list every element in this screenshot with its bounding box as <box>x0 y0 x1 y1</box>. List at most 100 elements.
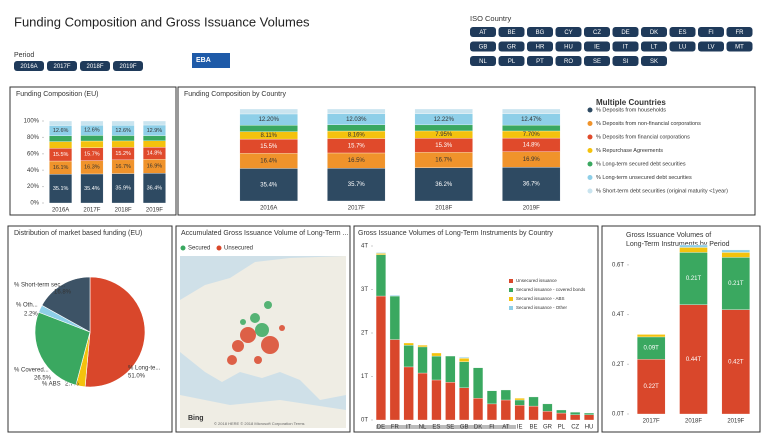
country-button[interactable] <box>527 27 553 37</box>
country-button[interactable] <box>470 27 496 37</box>
bar-segment <box>584 414 595 421</box>
legend-marker <box>587 175 593 180</box>
country-button[interactable] <box>669 27 696 37</box>
country-button[interactable] <box>584 56 610 66</box>
bar-segment <box>502 124 561 132</box>
x-tick-label: 2019F <box>523 206 540 212</box>
country-button-label[interactable]: LU <box>679 45 687 51</box>
country-button[interactable] <box>612 27 639 37</box>
country-button[interactable] <box>612 41 639 52</box>
pie-slice <box>41 276 91 333</box>
country-button-label[interactable]: HR <box>536 45 545 51</box>
logo <box>192 53 230 68</box>
country-button[interactable] <box>555 27 582 37</box>
legend-label: % Long-term unsecured debt securities <box>596 175 692 181</box>
scrollbar[interactable] <box>376 425 516 429</box>
bar-segment <box>637 334 666 338</box>
country-button-label[interactable]: PT <box>536 59 544 65</box>
country-button[interactable] <box>641 41 667 52</box>
bar-segment <box>445 355 456 383</box>
country-button-label[interactable]: RO <box>564 59 573 65</box>
legend-label: % Repurchase Agreements <box>596 148 663 154</box>
country-button[interactable] <box>470 56 496 66</box>
bar-segment <box>514 398 525 401</box>
legend-label: % Deposits from households <box>596 107 666 113</box>
country-button[interactable] <box>498 27 525 37</box>
bar-segment <box>327 124 386 132</box>
country-button-label[interactable]: FR <box>736 30 745 36</box>
country-button-label[interactable]: GB <box>479 45 488 51</box>
country-button-label[interactable]: LT <box>651 45 658 51</box>
country-button[interactable] <box>641 56 667 66</box>
bar-segment <box>417 346 428 374</box>
country-button-label[interactable]: CY <box>564 30 572 36</box>
country-button-label[interactable]: SK <box>650 59 658 65</box>
period-button[interactable] <box>14 61 44 71</box>
legend-marker <box>509 279 513 283</box>
country-button[interactable] <box>669 41 696 52</box>
country-button-label[interactable]: HU <box>564 45 573 51</box>
country-button-label[interactable]: GR <box>507 45 517 51</box>
country-button-label[interactable]: AT <box>479 30 487 36</box>
period-button-label[interactable]: 2018F <box>86 64 103 70</box>
period-button[interactable] <box>47 61 77 71</box>
period-button[interactable] <box>80 61 110 71</box>
bar-segment <box>403 366 414 421</box>
country-button[interactable] <box>498 56 525 66</box>
country-button-label[interactable]: ES <box>678 30 686 36</box>
bar-segment <box>417 345 428 348</box>
country-button[interactable] <box>641 27 667 37</box>
country-button-label[interactable]: NL <box>479 59 487 65</box>
value-label: 8.16% <box>348 132 366 138</box>
map-bubble <box>279 325 285 331</box>
country-button[interactable] <box>555 41 582 52</box>
slice-value: 2.2% <box>24 312 38 318</box>
x-tick-label: 2019F <box>727 419 744 425</box>
country-button[interactable] <box>498 41 525 52</box>
country-button-label[interactable]: PL <box>508 59 516 65</box>
legend-marker <box>216 245 222 251</box>
country-button[interactable] <box>726 27 753 37</box>
value-label: 15.7% <box>348 143 366 149</box>
country-button-label[interactable]: IT <box>623 45 629 51</box>
country-button[interactable] <box>698 41 724 52</box>
country-button-label[interactable]: SE <box>593 59 601 65</box>
country-button-label[interactable]: MT <box>735 45 744 51</box>
legend-label: % Long-term secured debt securities <box>596 161 686 167</box>
country-button-label[interactable]: DE <box>621 30 629 36</box>
country-button[interactable] <box>726 41 753 52</box>
value-label: 12.6% <box>84 128 100 134</box>
country-button[interactable] <box>470 41 496 52</box>
country-button[interactable] <box>527 56 553 66</box>
country-button-label[interactable]: DK <box>650 30 658 36</box>
bar-segment <box>679 304 708 415</box>
country-button-label[interactable]: BG <box>536 30 545 36</box>
country-button[interactable] <box>612 56 639 66</box>
country-button-label[interactable]: IE <box>594 45 600 51</box>
bar-segment <box>528 396 539 407</box>
bar-segment <box>80 140 104 148</box>
period-button[interactable] <box>113 61 143 71</box>
country-button-label[interactable]: LV <box>708 45 715 51</box>
value-label: 7.70% <box>523 132 541 138</box>
x-tick-label: 2018F <box>115 208 132 214</box>
legend-label: % Deposits from financial corporations <box>596 134 690 140</box>
country-button-label[interactable]: CZ <box>593 30 601 36</box>
chart-title: Gross Issuance Volumes of <box>626 232 711 239</box>
x-tick-label: CZ <box>571 425 579 431</box>
bar-segment <box>570 412 581 415</box>
country-button[interactable] <box>584 41 610 52</box>
country-button[interactable] <box>584 27 610 37</box>
country-button-label[interactable]: FI <box>708 30 714 36</box>
period-button-label[interactable]: 2019F <box>119 64 136 70</box>
period-button-label[interactable]: 2017F <box>53 64 70 70</box>
bar-segment <box>80 120 104 126</box>
country-button[interactable] <box>698 27 724 37</box>
country-button-label[interactable]: BE <box>507 30 515 36</box>
country-button-label[interactable]: SI <box>623 59 629 65</box>
period-button-label[interactable]: 2016A <box>20 64 37 70</box>
x-tick-label: IE <box>517 425 523 431</box>
country-button[interactable] <box>555 56 582 66</box>
y-tick-label: 0.2T <box>612 362 624 368</box>
country-button[interactable] <box>527 41 553 52</box>
